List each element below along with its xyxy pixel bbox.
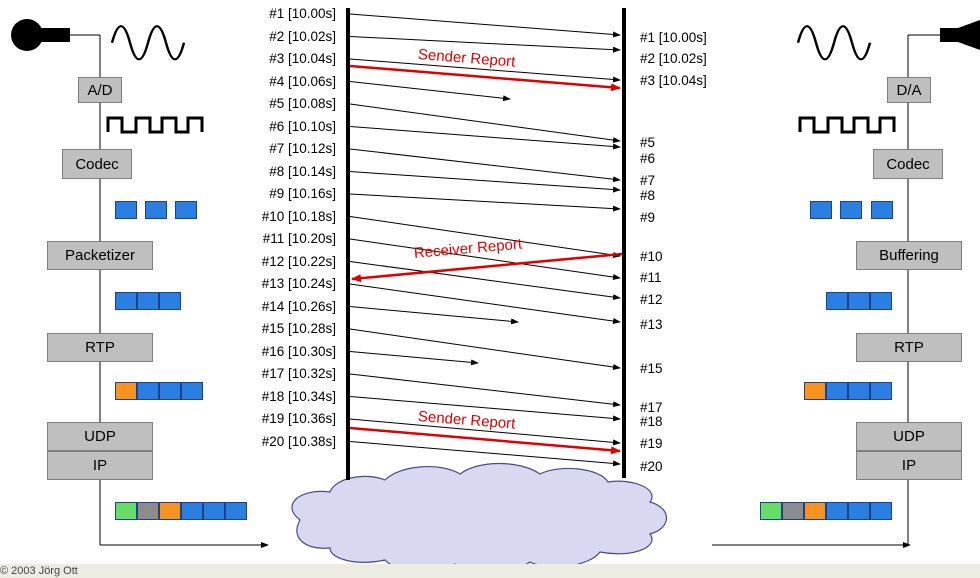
packet-arrow [349,373,621,408]
codec-box-right: Codec [873,149,943,179]
packet-arrow [349,193,621,212]
sent-packet-label: #14 [10.26s] [261,298,336,314]
da-converter-box: D/A [887,77,931,103]
buffered-payload [826,292,892,310]
received-packet-label: #11 [640,270,662,285]
received-packet-label: #10 [640,249,663,264]
received-packet-label: #5 [640,135,656,150]
sent-packet-label: #6 [10.10s] [269,118,336,134]
received-packet-label: #1 [10.00s] [640,30,707,45]
receiver-report-arrow [351,252,623,283]
received-packet-label: #20 [640,459,663,474]
rtp-box-right: RTP [856,333,962,362]
packet-arrow [349,148,621,183]
received-packet-label: #2 [10.02s] [640,51,707,66]
ip-packet [115,502,247,520]
packet-arrow [349,441,621,467]
audio-frame [115,201,137,219]
analog-wave-icon [110,25,186,61]
received-packet-label: #18 [640,414,663,429]
sent-packet-label: #20 [10.38s] [261,433,336,449]
packet-arrow [349,396,621,422]
udp-box: UDP [47,422,153,451]
sent-packet-label: #18 [10.34s] [261,388,336,404]
sent-packet-label: #15 [10.28s] [261,321,336,336]
sender-report-arrow [349,64,621,92]
sent-packet-label: #3 [10.04s] [269,51,336,66]
packet-arrow [349,81,511,102]
ad-converter-box: A/D [78,77,122,103]
packet-arrow [349,126,621,150]
rtp-packet [115,382,203,400]
sent-packet-label: #4 [10.06s] [269,73,336,89]
received-packet-label: #6 [640,151,656,166]
ip-box: IP [47,451,153,480]
audio-frame [175,201,197,219]
received-packet-label: #19 [640,436,663,451]
packetizer-box: Packetizer [47,241,153,270]
packet-arrow [349,103,621,144]
sent-packet-label: #11 [10.20s] [262,231,336,246]
packet-arrow [349,261,621,301]
sent-packet-label: #9 [10.16s] [269,186,336,201]
sent-packet-label: #8 [10.14s] [269,163,336,179]
speaker-icon [940,20,980,50]
received-packet-label: #12 [640,292,663,307]
received-packet-label: #3 [10.04s] [640,73,707,88]
analog-wave-icon-right [796,25,872,61]
packet-arrows [349,13,621,467]
sent-packet-label: #10 [10.18s] [261,208,336,224]
received-packet-label: #13 [640,317,663,332]
packet-arrow [349,13,621,38]
received-packet-label: #7 [640,173,656,188]
packet-arrow [349,171,621,193]
audio-frame-right [871,201,893,219]
received-packet-label: #8 [640,188,656,203]
rtp-box: RTP [47,333,153,362]
rtp-packet-right [804,382,892,400]
codec-box: Codec [62,149,132,179]
packet-arrow [349,216,621,258]
copyright-text: © 2003 Jörg Ott [0,565,78,577]
received-packet-label: #15 [640,361,663,376]
audio-frame-right [810,201,832,219]
sender-report-arrow [349,426,621,455]
packet-arrow [349,36,621,53]
packet-arrow [349,328,621,370]
sent-packet-label: #5 [10.08s] [269,96,336,111]
packet-arrow [349,418,621,446]
received-packet-label: #17 [640,400,663,415]
packet-arrow [349,238,621,280]
buffering-box: Buffering [856,241,962,270]
sent-packet-label: #7 [10.12s] [269,141,336,156]
received-packet-label: #9 [640,210,656,225]
digital-wave-icon-right [798,116,896,134]
digital-wave-icon [106,116,204,134]
sent-packet-label: #1 [10.00s] [269,6,336,21]
sent-packet-label: #17 [10.32s] [261,366,336,381]
udp-box-right: UDP [856,422,962,451]
ip-packet-right [760,502,892,520]
microphone-icon [11,19,70,51]
sent-packet-label: #13 [10.24s] [261,276,336,291]
packet-arrow [349,58,621,83]
sent-packet-label: #16 [10.30s] [261,343,336,359]
packet-arrow [349,306,519,325]
audio-frame-right [840,201,862,219]
packet-arrow [349,283,621,324]
packet-arrow [349,351,479,366]
report-arrows [349,64,623,455]
sent-packet-label: #19 [10.36s] [261,411,336,426]
sent-packet-label: #12 [10.22s] [261,253,336,269]
footer-bar: © 2003 Jörg Ott [0,564,980,578]
audio-frame [145,201,167,219]
packetized-payload [115,292,181,310]
ip-box-right: IP [856,451,962,480]
sent-packet-label: #2 [10.02s] [269,28,336,44]
